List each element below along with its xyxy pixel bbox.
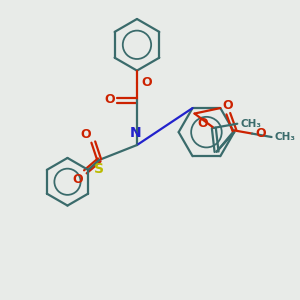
Text: O: O <box>104 93 115 106</box>
Text: O: O <box>73 173 83 186</box>
Text: O: O <box>222 99 232 112</box>
Text: O: O <box>141 76 152 89</box>
Text: CH₃: CH₃ <box>240 119 261 129</box>
Text: O: O <box>81 128 91 141</box>
Text: O: O <box>255 127 266 140</box>
Text: O: O <box>197 116 208 130</box>
Text: N: N <box>130 126 142 140</box>
Text: S: S <box>94 162 104 176</box>
Text: CH₃: CH₃ <box>274 132 296 142</box>
